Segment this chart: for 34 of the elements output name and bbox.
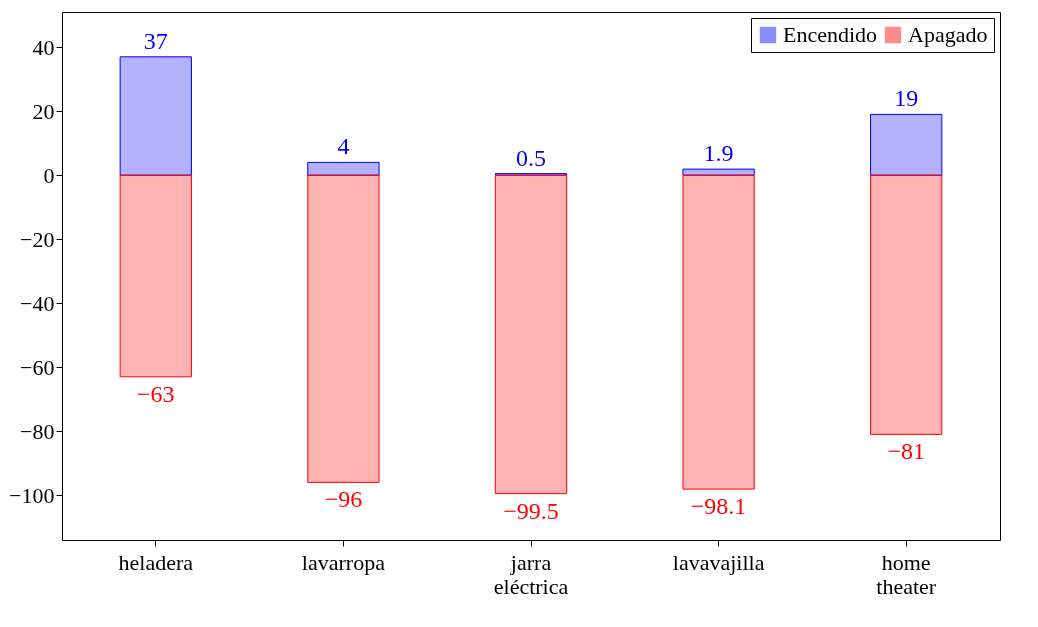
data-label: −98.1 — [690, 493, 747, 520]
data-label: −96 — [324, 486, 363, 513]
data-label: −63 — [137, 380, 175, 407]
x-tick-label: lavavajilla — [672, 549, 765, 575]
data-label: 1.9 — [703, 140, 734, 167]
bar — [119, 174, 192, 378]
data-label: 4 — [337, 133, 350, 160]
x-tick-label: lavarropa — [301, 549, 386, 575]
bar — [682, 168, 755, 176]
y-tick-label: −40 — [20, 290, 55, 316]
bar — [870, 113, 943, 176]
legend-label: Encendido — [783, 22, 878, 47]
data-label: −81 — [887, 438, 925, 465]
y-tick-label: 20 — [32, 98, 55, 124]
bar — [307, 174, 380, 483]
bar — [494, 174, 568, 495]
data-label: −99.5 — [503, 497, 559, 524]
y-tick-label: −20 — [20, 226, 55, 252]
legend-label: Apagado — [908, 22, 988, 47]
x-tick-label: heladera — [118, 549, 194, 575]
bar — [307, 161, 380, 176]
x-tick-label: jarra eléctrica — [493, 549, 569, 599]
y-tick-label: −60 — [20, 354, 55, 380]
bar — [119, 56, 192, 176]
x-tick-label: home theater — [876, 549, 937, 599]
bar — [682, 174, 755, 490]
data-label: 19 — [894, 85, 919, 112]
y-tick-label: −100 — [9, 482, 55, 508]
bar — [870, 174, 943, 435]
data-label: 37 — [143, 27, 168, 54]
y-tick-label: −80 — [20, 418, 55, 444]
data-label: 0.5 — [516, 144, 546, 171]
y-tick-label: 0 — [43, 162, 55, 188]
y-tick-label: 40 — [32, 34, 55, 60]
